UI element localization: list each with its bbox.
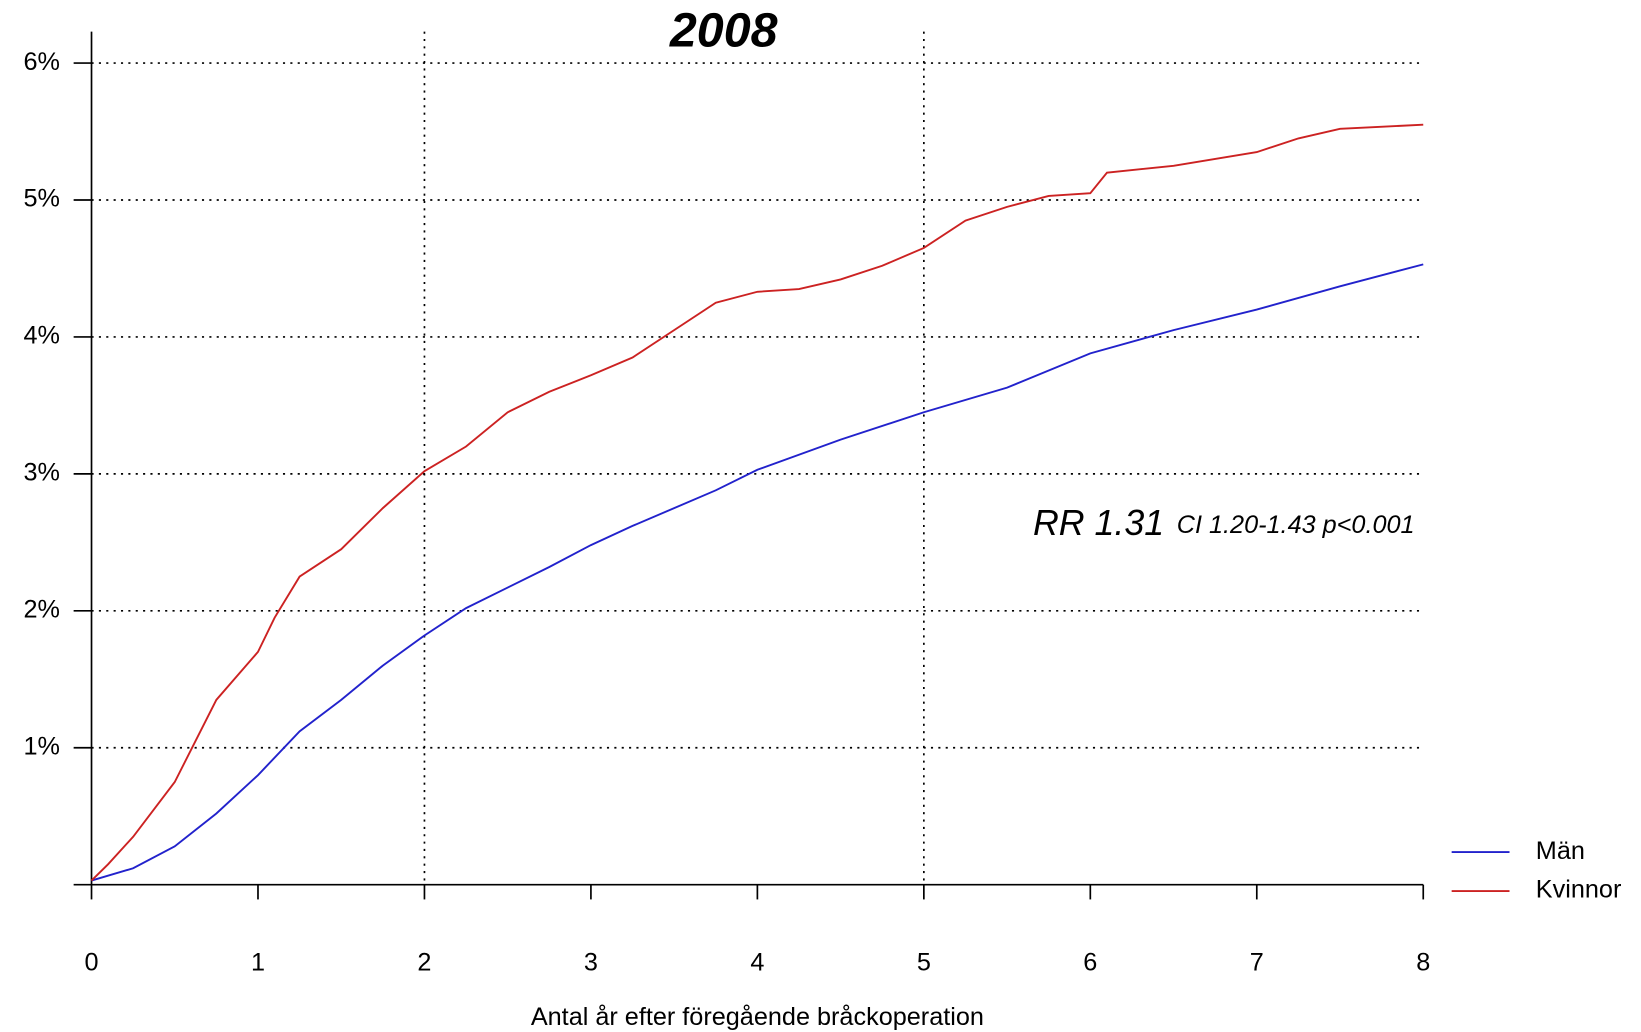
chart-title: 2008 [669, 3, 778, 57]
x-axis-label: Antal år efter föregående bråckoperation [531, 1003, 984, 1031]
legend-label: Män [1536, 837, 1585, 865]
legend-label: Kvinnor [1536, 876, 1622, 904]
line-series [91, 263, 1424, 882]
x-tick-label: 0 [84, 948, 98, 976]
x-tick-label: 4 [750, 948, 764, 976]
y-tick-label: 1% [23, 732, 59, 760]
x-tick-label: 7 [1250, 948, 1264, 976]
annotation-detail: CI 1.20-1.43 p<0.001 [1177, 511, 1415, 539]
y-tick-label: 4% [23, 322, 59, 350]
annotation: RR 1.31 CI 1.20-1.43 p<0.001 [1033, 503, 1415, 543]
y-tick-label: 3% [23, 459, 59, 487]
line-series [90, 123, 1424, 882]
x-tick-label: 1 [251, 948, 265, 976]
x-tick-label: 3 [584, 948, 598, 976]
y-tick-label: 2% [23, 595, 59, 623]
y-tick-label: 5% [23, 185, 59, 213]
y-tick-label: 6% [23, 48, 59, 76]
x-tick-label: 8 [1416, 948, 1430, 976]
annotation-main: RR 1.31 [1033, 503, 1164, 543]
x-tick-label: 6 [1083, 948, 1097, 976]
x-tick-label: 5 [917, 948, 931, 976]
x-tick-label: 2 [417, 948, 431, 976]
